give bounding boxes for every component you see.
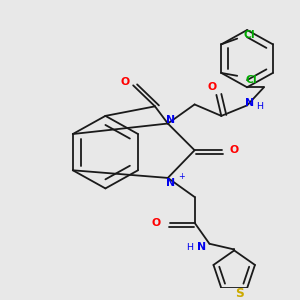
Text: N: N [166, 115, 176, 125]
Text: +: + [178, 172, 185, 181]
Text: N: N [166, 178, 176, 188]
Text: H: H [186, 243, 193, 252]
Text: N: N [197, 242, 206, 252]
Text: N: N [244, 98, 253, 107]
Text: O: O [208, 82, 217, 92]
Text: S: S [235, 287, 244, 300]
Text: O: O [230, 145, 239, 155]
Text: O: O [121, 77, 130, 88]
Text: Cl: Cl [243, 30, 255, 40]
Text: Cl: Cl [245, 75, 257, 85]
Text: O: O [152, 218, 160, 228]
Text: H: H [256, 102, 263, 111]
